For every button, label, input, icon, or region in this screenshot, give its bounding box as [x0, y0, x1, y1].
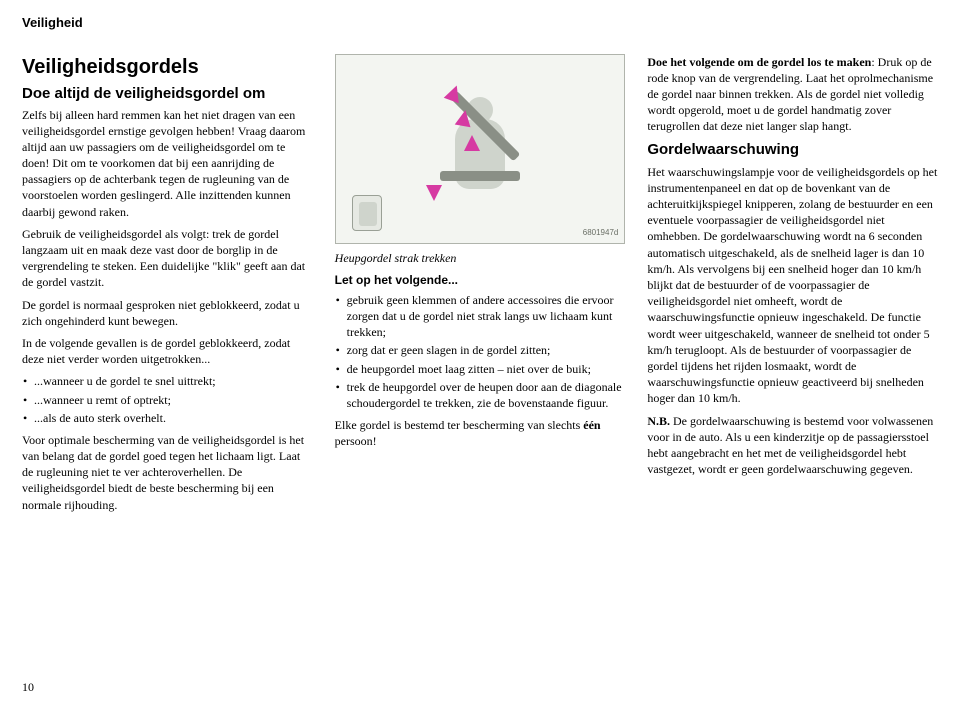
column-1: Veiligheidsgordels Doe altijd de veiligh… — [22, 54, 313, 519]
figure-label: 6801947d — [583, 228, 619, 239]
buckle-icon — [352, 195, 382, 231]
subsection-title: Gordelwaarschuwing — [647, 140, 938, 160]
list-item: ...wanneer u remt of optrekt; — [22, 392, 313, 408]
attention-lead: Let op het volgende... — [335, 272, 626, 288]
section-title: Veiligheidsgordels — [22, 54, 313, 81]
body-text: N.B. De gordelwaarschuwing is bestemd vo… — [647, 413, 938, 478]
column-2: 6801947d Heupgordel strak trekken Let op… — [335, 54, 626, 519]
list-item: gebruik geen klemmen of andere accessoir… — [335, 292, 626, 341]
list-item: trek de heupgordel over de heupen door a… — [335, 379, 626, 411]
page-header: Veiligheid — [22, 14, 938, 32]
body-text: Doe het volgende om de gordel los te mak… — [647, 54, 938, 135]
content-columns: Veiligheidsgordels Doe altijd de veiligh… — [22, 54, 938, 519]
body-text: Elke gordel is bestemd ter bescherming v… — [335, 417, 626, 449]
seatbelt-illustration: 6801947d — [335, 54, 626, 244]
body-text: Gebruik de veiligheidsgordel als volgt: … — [22, 226, 313, 291]
figure-caption: Heupgordel strak trekken — [335, 250, 626, 266]
body-text: De gordel is normaal gesproken niet gebl… — [22, 297, 313, 329]
body-text: Zelfs bij alleen hard remmen kan het nie… — [22, 107, 313, 220]
bullet-list: gebruik geen klemmen of andere accessoir… — [335, 292, 626, 411]
page-number: 10 — [22, 679, 34, 695]
column-3: Doe het volgende om de gordel los te mak… — [647, 54, 938, 519]
body-text: Voor optimale bescherming van de veiligh… — [22, 432, 313, 513]
bullet-list: ...wanneer u de gordel te snel uittrekt;… — [22, 373, 313, 426]
body-text: Het waarschuwingslampje voor de veilighe… — [647, 164, 938, 407]
body-text: In de volgende gevallen is de gordel geb… — [22, 335, 313, 367]
list-item: ...wanneer u de gordel te snel uittrekt; — [22, 373, 313, 389]
subsection-title: Doe altijd de veiligheidsgordel om — [22, 85, 313, 103]
list-item: ...als de auto sterk overhelt. — [22, 410, 313, 426]
list-item: de heupgordel moet laag zitten – niet ov… — [335, 361, 626, 377]
list-item: zorg dat er geen slagen in de gordel zit… — [335, 342, 626, 358]
